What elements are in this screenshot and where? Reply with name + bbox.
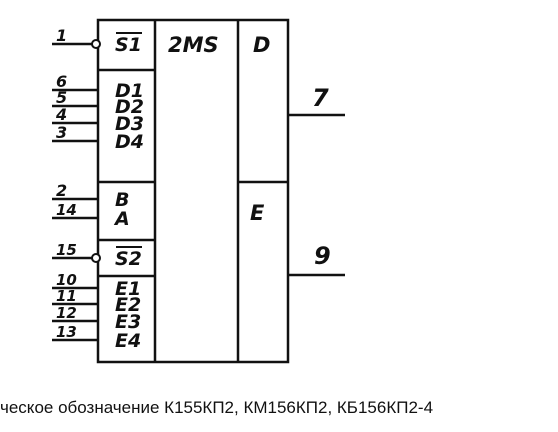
input-pin-3: 3	[56, 123, 67, 142]
input-label-d1: D1	[115, 80, 144, 102]
output-section-label: E	[250, 201, 265, 225]
input-pin-1: 1	[56, 26, 67, 45]
input-pin-13: 13	[56, 323, 77, 341]
input-label-e3: E3	[115, 311, 141, 333]
input-pin-14: 14	[56, 201, 77, 219]
input-label-e4: E4	[115, 330, 141, 352]
input-pin-5: 5	[56, 88, 67, 107]
input-pin-15: 15	[56, 241, 77, 259]
input-label-b: B	[115, 189, 129, 211]
input-pin-11: 11	[56, 287, 77, 305]
input-pin-10: 10	[56, 271, 77, 289]
input-label-d2: D2	[115, 96, 144, 118]
input-label-e2: E2	[115, 294, 141, 316]
input-label-d3: D3	[115, 113, 144, 135]
symbol-outline	[96, 18, 290, 364]
output-pin-7: 7	[312, 84, 329, 112]
output-pin-9: 9	[314, 242, 331, 270]
input-pin-lines	[52, 42, 98, 342]
output-pin-lines	[288, 113, 345, 277]
inversion-bubble-15	[91, 253, 101, 263]
input-label-e1: E1	[115, 278, 141, 300]
input-label-d4: D4	[115, 131, 144, 153]
output-header-label: D	[253, 33, 270, 57]
input-pin-12: 12	[56, 304, 77, 322]
function-label: 2MS	[168, 33, 219, 57]
input-pin-6: 6	[56, 72, 67, 91]
input-pin-4: 4	[55, 105, 67, 124]
inversion-bubble-1	[91, 39, 101, 49]
figure-caption: ческое обозначение К155КП2, КМ156КП2, КБ…	[0, 398, 434, 417]
input-label-s2: S2	[115, 248, 142, 270]
symbol-body	[96, 18, 290, 364]
input-label-s1: S1	[115, 34, 142, 56]
input-label-a: A	[113, 208, 130, 230]
input-pin-2: 2	[56, 181, 67, 200]
